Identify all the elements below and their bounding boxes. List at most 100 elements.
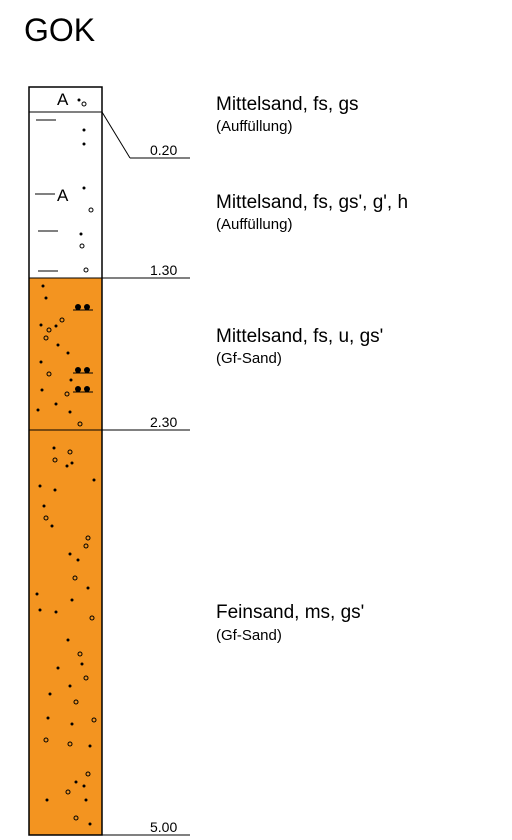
grain-dot bbox=[41, 284, 45, 288]
grain-dot bbox=[53, 488, 57, 492]
grain-pebble bbox=[91, 717, 97, 723]
fill-symbol-2: A bbox=[57, 186, 69, 205]
grain-pebble bbox=[43, 335, 49, 341]
layer-1-description: Mittelsand, fs, gs bbox=[216, 94, 359, 115]
grain-dot bbox=[82, 128, 86, 132]
grain-pebble bbox=[73, 815, 79, 821]
grain-pebble bbox=[88, 207, 94, 213]
depth-label-1: 0.20 bbox=[150, 142, 177, 158]
grain-dot bbox=[50, 524, 54, 528]
layer-2-origin: (Auffüllung) bbox=[216, 216, 292, 233]
grain-pebble bbox=[79, 243, 85, 249]
grain-dot bbox=[69, 378, 73, 382]
grain-pebble bbox=[81, 101, 87, 107]
grain-dot bbox=[56, 666, 60, 670]
grain-dot bbox=[76, 558, 80, 562]
grain-pebble bbox=[77, 651, 83, 657]
grain-dot bbox=[68, 410, 72, 414]
grain-pebble bbox=[52, 457, 58, 463]
grain-pebble bbox=[89, 615, 95, 621]
grain-dot bbox=[40, 388, 44, 392]
grain-dot bbox=[80, 662, 84, 666]
gravel-cluster-grain bbox=[75, 386, 81, 392]
grain-dot bbox=[84, 798, 88, 802]
gravel-cluster-grain bbox=[75, 367, 81, 373]
layer-3-origin: (Gf-Sand) bbox=[216, 350, 282, 367]
layer-4-fill bbox=[29, 430, 102, 835]
grain-dot bbox=[56, 343, 60, 347]
grain-dot bbox=[68, 552, 72, 556]
grain-pebble bbox=[83, 267, 89, 273]
layer-2-fill bbox=[29, 112, 102, 278]
grain-pebble bbox=[73, 699, 79, 705]
grain-pebble bbox=[67, 449, 73, 455]
grain-pebble bbox=[65, 789, 71, 795]
gravel-cluster-grain bbox=[84, 386, 90, 392]
grain-dot bbox=[39, 323, 43, 327]
depth-label-3: 2.30 bbox=[150, 414, 177, 430]
fill-symbol-1: A bbox=[57, 90, 69, 109]
grain-dot bbox=[70, 722, 74, 726]
grain-pebble bbox=[72, 575, 78, 581]
grain-dot bbox=[35, 592, 39, 596]
layer-3-description: Mittelsand, fs, u, gs' bbox=[216, 326, 383, 347]
column-outline bbox=[28, 86, 103, 836]
grain-pebble bbox=[46, 371, 52, 377]
grain-pebble bbox=[85, 535, 91, 541]
grain-dot bbox=[86, 586, 90, 590]
grain-pebble bbox=[77, 421, 83, 427]
layer-2-description: Mittelsand, fs, gs', g', h bbox=[216, 192, 408, 213]
gravel-cluster-grain bbox=[84, 304, 90, 310]
grain-pebble bbox=[83, 675, 89, 681]
grain-dot bbox=[39, 360, 43, 364]
grain-dot bbox=[68, 684, 72, 688]
grain-dot bbox=[54, 402, 58, 406]
grain-dot bbox=[36, 408, 40, 412]
grain-dot bbox=[46, 716, 50, 720]
grain-dot bbox=[74, 780, 78, 784]
grain-dot bbox=[66, 638, 70, 642]
soil-texture bbox=[35, 98, 97, 826]
grain-dot bbox=[65, 464, 69, 468]
grain-dot bbox=[54, 610, 58, 614]
grain-dot bbox=[82, 186, 86, 190]
layer-4-description: Feinsand, ms, gs' bbox=[216, 602, 364, 623]
grain-dot bbox=[44, 296, 48, 300]
depth-markers: 0.20 1.30 2.30 5.00 bbox=[101, 111, 190, 836]
grain-pebble bbox=[59, 317, 65, 323]
grain-dot bbox=[42, 504, 46, 508]
grain-dot bbox=[77, 98, 81, 102]
grain-dot bbox=[88, 744, 92, 748]
grain-dot bbox=[45, 798, 49, 802]
depth-leader-1 bbox=[101, 111, 131, 159]
grain-dot bbox=[52, 446, 56, 450]
grain-dot bbox=[82, 784, 86, 788]
grain-pebble bbox=[43, 737, 49, 743]
grain-pebble bbox=[43, 515, 49, 521]
grain-dot bbox=[92, 478, 96, 482]
log-title: GOK bbox=[24, 12, 95, 48]
grain-dot bbox=[38, 608, 42, 612]
depth-label-2: 1.30 bbox=[150, 262, 177, 278]
gravel-cluster-grain bbox=[84, 367, 90, 373]
grain-pebble bbox=[46, 327, 52, 333]
depth-label-4: 5.00 bbox=[150, 819, 177, 835]
gravel-cluster-grain bbox=[75, 304, 81, 310]
grain-dot bbox=[38, 484, 42, 488]
grain-dot bbox=[70, 598, 74, 602]
grain-dot bbox=[66, 351, 70, 355]
layer-1-fill bbox=[29, 87, 102, 112]
grain-pebble bbox=[83, 543, 89, 549]
layer-3-fill bbox=[29, 278, 102, 430]
layer-1-origin: (Auffüllung) bbox=[216, 118, 292, 135]
grain-dot bbox=[82, 142, 86, 146]
grain-dot bbox=[54, 324, 58, 328]
grain-dot bbox=[70, 461, 74, 465]
layer-descriptions: Mittelsand, fs, gs (Auffüllung) Mittelsa… bbox=[216, 94, 408, 644]
layer-4-origin: (Gf-Sand) bbox=[216, 627, 282, 644]
grain-dot bbox=[79, 232, 83, 236]
grain-pebble bbox=[64, 391, 70, 397]
soil-column: A A bbox=[28, 86, 103, 836]
grain-pebble bbox=[85, 771, 91, 777]
